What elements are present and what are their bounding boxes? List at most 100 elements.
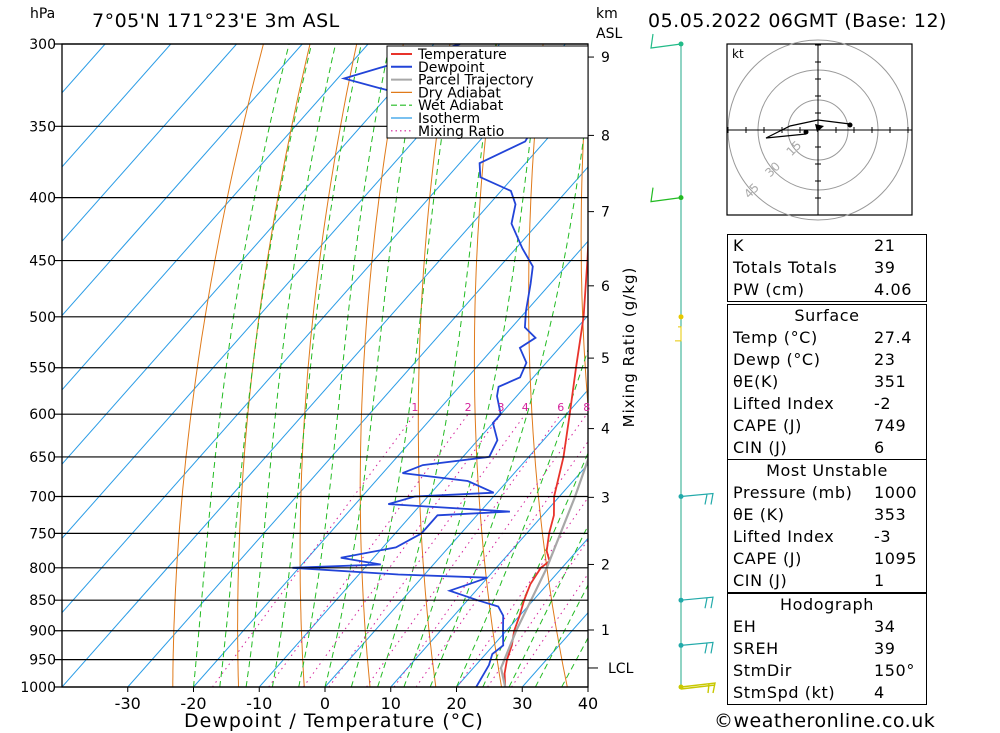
wet-adiabat-line [508,524,588,687]
isotherm-line [127,166,588,687]
hodograph-unit-label: kt [732,47,744,61]
mixing-ratio-label: 8 [583,401,590,414]
most-unstable-row: CAPE (J) 1095 [728,548,926,570]
pressure-tick-label: 750 [29,526,56,542]
surface-table: Surface Temp (°C) 27.4 Dewp (°C) 23 θE(K) 3… [727,304,927,460]
mixing-ratio-line [268,413,469,687]
pressure-tick-label: 850 [29,593,56,609]
wet-adiabat-line [534,583,588,687]
row-value: 749 [874,416,907,435]
height-tick-label: 3 [601,490,610,506]
station-location: 7°05'N 171°23'E 3m ASL [92,10,340,32]
legend-box [386,45,589,139]
legend-entry: Wet Adiabat [418,98,504,114]
row-label: Lifted Index [733,527,835,546]
index-row-pw: PW (cm) 4.06 [728,279,926,301]
pressure-tick-label: 650 [29,450,56,466]
row-value: 39 [874,639,896,658]
pressure-tick-label: 800 [29,561,56,577]
wind-barb [650,33,682,49]
wind-barb [680,492,714,505]
hodograph-stats-row: SREH 39 [728,638,926,660]
isotherm-line [62,44,369,391]
dry-adiabat-line [172,44,264,687]
height-tick-label: 9 [601,50,610,66]
row-value: 21 [874,236,896,255]
row-value: 4 [874,683,885,702]
mixing-ratio-line [487,538,588,687]
most-unstable-title: Most Unstable [766,461,888,480]
row-value: 27.4 [874,328,913,347]
mixing-ratio-line [211,413,416,687]
wind-station-dot [678,314,684,320]
x-tick-label: -10 [246,694,272,713]
x-tick-label: 0 [320,694,330,713]
height-tick-label: 7 [601,205,610,221]
row-value: 1095 [874,549,918,568]
sounding-datetime: 05.05.2022 06GMT (Base: 12) [648,10,947,32]
row-label: θE (K) [733,505,785,524]
legend-entry: Dewpoint [418,60,485,76]
row-label: EH [733,617,757,636]
wet-adiabat-line [456,348,588,687]
mixing-ratio-label: 6 [557,401,564,414]
x-tick-label: 40 [578,694,598,713]
height-tick-label: 4 [601,422,610,438]
hodograph-point [803,129,809,135]
mixing-ratio-line [393,413,588,687]
pressure-tick-label: 300 [29,37,56,53]
row-value: 150° [874,661,915,680]
x-tick-label: 20 [446,694,466,713]
legend-entry: Dry Adiabat [418,85,501,101]
mixing-ratio-label: 4 [522,401,529,414]
hodograph-stats-row: StmSpd (kt) 4 [728,682,926,704]
storm-motion-marker [815,124,824,132]
most-unstable-row: Pressure (mb) 1000 [728,482,926,504]
pressure-tick-label: 900 [29,624,56,640]
height-tick-label: 5 [601,351,610,367]
surface-title: Surface [794,306,860,325]
mixing-ratio-line [456,496,588,687]
row-value: 353 [874,505,907,524]
hodograph-point [847,122,853,128]
row-value: 1000 [874,483,918,502]
mixing-ratio-line [302,413,502,687]
row-value: 39 [874,258,896,277]
wet-adiabat-line [403,44,543,687]
mixing-ratio-line [415,440,588,687]
row-label: θE(K) [733,372,779,391]
mixing-ratio-line [511,573,588,687]
height-tick-label: 8 [601,128,610,144]
lcl-label: LCL [608,661,634,677]
dry-adiabat-line [963,44,1000,687]
row-label: Totals Totals [733,258,838,277]
wet-adiabat-line [245,44,337,687]
height-tick-label: 2 [601,557,610,573]
hodograph-stats-row: StmDir 150° [728,660,926,682]
mixing-ratio-label: 3 [498,401,505,414]
row-label: SREH [733,639,779,658]
pressure-tick-label: 500 [29,310,56,326]
wet-adiabat-line [219,44,313,687]
pressure-tick-label: 550 [29,361,56,377]
x-axis-title: Dewpoint / Temperature (°C) [184,710,484,732]
mixing-ratio-axis-title: Mixing Ratio (g/kg) [620,266,638,428]
row-label: K [733,236,745,255]
legend-entry: Temperature [417,47,507,63]
pressure-tick-label: 600 [29,407,56,423]
surface-row: CIN (J) 6 [728,437,926,459]
dry-adiabat-line [237,44,311,687]
height-unit-label: km [596,6,618,22]
isotherm-line [62,44,435,465]
mixing-ratio-line [328,413,526,687]
hodograph-stats-row: EH 34 [728,616,926,638]
isotherm-line [62,44,303,317]
row-label: CAPE (J) [733,549,802,568]
legend-entry: Isotherm [418,111,480,127]
isotherm-line [324,389,588,687]
height-tick-label: 1 [601,623,610,639]
isotherm-line [62,44,172,168]
pressure-unit-label: hPa [30,6,56,22]
row-label: CAPE (J) [733,416,802,435]
